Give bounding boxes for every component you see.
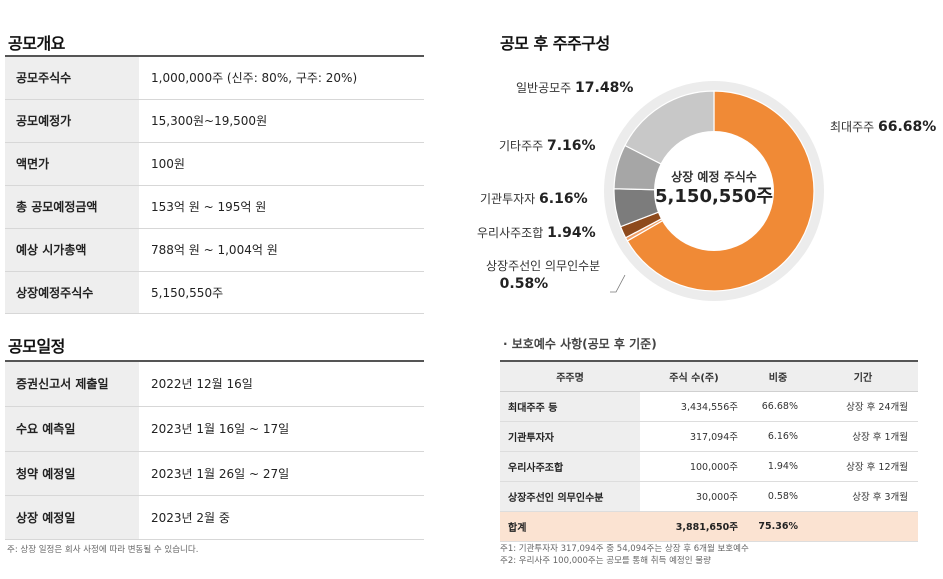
lockup-cell-name: 우리사주조합: [500, 451, 640, 482]
lockup-header: 주식 수(주): [640, 361, 748, 392]
leader-line: [610, 274, 626, 293]
slice-label-largest-holder: 최대주주 66.68%: [830, 118, 936, 135]
lockup-header-row: 주주명 주식 수(주) 비중 기간: [500, 361, 918, 392]
schedule-row: 청약 예정일 2023년 1월 26일 ~ 27일: [5, 451, 424, 496]
slice-label-underwriter: 상장주선인 의무인수분 0.58%: [486, 257, 600, 293]
overview-table: 공모주식수 1,000,000주 (신주: 80%, 구주: 20%) 공모예정…: [5, 55, 424, 314]
schedule-row-value: 2023년 1월 16일 ~ 17일: [139, 406, 424, 452]
schedule-row: 수요 예측일 2023년 1월 16일 ~ 17일: [5, 406, 424, 452]
schedule-row-label: 청약 예정일: [5, 451, 139, 496]
lockup-row: 기관투자자 317,094주 6.16% 상장 후 1개월: [500, 421, 918, 452]
slice-label-name: 최대주주: [830, 120, 875, 134]
lockup-row: 우리사주조합 100,000주 1.94% 상장 후 12개월: [500, 451, 918, 482]
slice-label-name: 상장주선인 의무인수분: [486, 259, 601, 273]
slice-label-institutions: 기관투자자 6.16%: [480, 190, 588, 207]
overview-row-value: 100원: [139, 142, 424, 186]
overview-row-value: 1,000,000주 (신주: 80%, 구주: 20%): [139, 56, 424, 100]
overview-row-label: 예상 시가총액: [5, 228, 139, 272]
donut-center-label: 상장 예정 주식수: [671, 169, 757, 184]
slice-label-value: 66.68%: [878, 119, 937, 135]
schedule-row-label: 상장 예정일: [5, 495, 139, 540]
lockup-cell-shares: 30,000주: [640, 481, 748, 512]
lockup-table: 주주명 주식 수(주) 비중 기간 최대주주 등 3,434,556주 66.6…: [500, 360, 918, 542]
lockup-row: 최대주주 등 3,434,556주 66.68% 상장 후 24개월: [500, 391, 918, 422]
schedule-row: 증권신고서 제출일 2022년 12월 16일: [5, 361, 424, 407]
overview-row-value: 153억 원 ~ 195억 원: [139, 185, 424, 229]
lockup-cell-ratio: 0.58%: [748, 481, 808, 512]
lockup-total-period: [808, 511, 918, 542]
slice-label-other-holders: 기타주주 7.16%: [499, 137, 596, 154]
lockup-cell-period: 상장 후 3개월: [808, 481, 918, 512]
schedule-row: 상장 예정일 2023년 2월 중: [5, 495, 424, 540]
overview-row-label: 공모예정가: [5, 99, 139, 143]
overview-row-label: 총 공모예정금액: [5, 185, 139, 229]
lockup-header: 기간: [808, 361, 918, 392]
schedule-row-label: 증권신고서 제출일: [5, 361, 139, 407]
shareholder-donut-chart: 상장 예정 주식수 5,150,550주 최대주주 66.68% 일반공모주 1…: [470, 60, 943, 310]
schedule-table: 증권신고서 제출일 2022년 12월 16일 수요 예측일 2023년 1월 …: [5, 360, 424, 540]
slice-label-value: 6.16%: [539, 191, 588, 207]
donut-hole: [654, 131, 774, 251]
lockup-row: 상장주선인 의무인수분 30,000주 0.58% 상장 후 3개월: [500, 481, 918, 512]
schedule-row-value: 2023년 2월 중: [139, 495, 424, 540]
schedule-row-value: 2022년 12월 16일: [139, 361, 424, 407]
slice-label-value: 0.58%: [499, 276, 549, 292]
lockup-header: 비중: [748, 361, 808, 392]
lockup-cell-name: 기관투자자: [500, 421, 640, 452]
schedule-note: 주: 상장 일정은 회사 사정에 따라 변동될 수 있습니다.: [7, 545, 199, 555]
lockup-cell-shares: 100,000주: [640, 451, 748, 482]
lockup-cell-period: 상장 후 24개월: [808, 391, 918, 422]
overview-row-label: 상장예정주식수: [5, 271, 139, 314]
overview-row-value: 788억 원 ~ 1,004억 원: [139, 228, 424, 272]
slice-label-name: 일반공모주: [516, 81, 572, 95]
lockup-note-2: 주2: 우리사주 100,000주는 공모를 통해 취득 예정인 물량: [500, 556, 711, 566]
lockup-cell-shares: 3,434,556주: [640, 391, 748, 422]
lockup-cell-period: 상장 후 1개월: [808, 421, 918, 452]
schedule-row-value: 2023년 1월 26일 ~ 27일: [139, 451, 424, 496]
slice-label-public-offering: 일반공모주 17.48%: [516, 79, 633, 96]
overview-row-label: 공모주식수: [5, 56, 139, 100]
slice-label-employee-union: 우리사주조합 1.94%: [477, 224, 596, 241]
overview-row: 예상 시가총액 788억 원 ~ 1,004억 원: [5, 228, 424, 272]
overview-row-label: 액면가: [5, 142, 139, 186]
lockup-total-shares: 3,881,650주: [640, 511, 748, 542]
lockup-note-1: 주1: 기관투자자 317,094주 중 54,094주는 상장 후 6개월 보…: [500, 544, 749, 554]
overview-row-value: 15,300원~19,500원: [139, 99, 424, 143]
lockup-cell-shares: 317,094주: [640, 421, 748, 452]
overview-row: 액면가 100원: [5, 142, 424, 186]
schedule-row-label: 수요 예측일: [5, 406, 139, 452]
slice-label-name: 기관투자자: [480, 192, 536, 206]
donut-svg: 상장 예정 주식수 5,150,550주: [604, 81, 824, 301]
overview-row-value: 5,150,550주: [139, 271, 424, 314]
donut-center-value: 5,150,550주: [655, 186, 773, 207]
slice-label-value: 17.48%: [575, 80, 634, 96]
lockup-cell-ratio: 1.94%: [748, 451, 808, 482]
overview-title: 공모개요: [8, 34, 65, 53]
overview-row: 상장예정주식수 5,150,550주: [5, 271, 424, 314]
slice-label-name: 우리사주조합: [477, 226, 544, 240]
slice-label-name: 기타주주: [499, 139, 544, 153]
lockup-cell-period: 상장 후 12개월: [808, 451, 918, 482]
lockup-cell-ratio: 6.16%: [748, 421, 808, 452]
slice-label-value: 1.94%: [547, 225, 596, 241]
lockup-cell-ratio: 66.68%: [748, 391, 808, 422]
lockup-cell-name: 상장주선인 의무인수분: [500, 481, 640, 512]
lockup-header: 주주명: [500, 361, 640, 392]
overview-row: 공모예정가 15,300원~19,500원: [5, 99, 424, 143]
lockup-total-row: 합계 3,881,650주 75.36%: [500, 511, 918, 542]
slice-label-value: 7.16%: [547, 138, 596, 154]
lockup-total-name: 합계: [500, 511, 640, 542]
overview-row: 총 공모예정금액 153억 원 ~ 195억 원: [5, 185, 424, 229]
lockup-title: · 보호예수 사항(공모 후 기준): [503, 337, 657, 351]
overview-row: 공모주식수 1,000,000주 (신주: 80%, 구주: 20%): [5, 56, 424, 100]
schedule-title: 공모일정: [8, 337, 65, 356]
lockup-cell-name: 최대주주 등: [500, 391, 640, 422]
lockup-total-ratio: 75.36%: [748, 511, 808, 542]
shareholders-title: 공모 후 주주구성: [500, 34, 610, 53]
